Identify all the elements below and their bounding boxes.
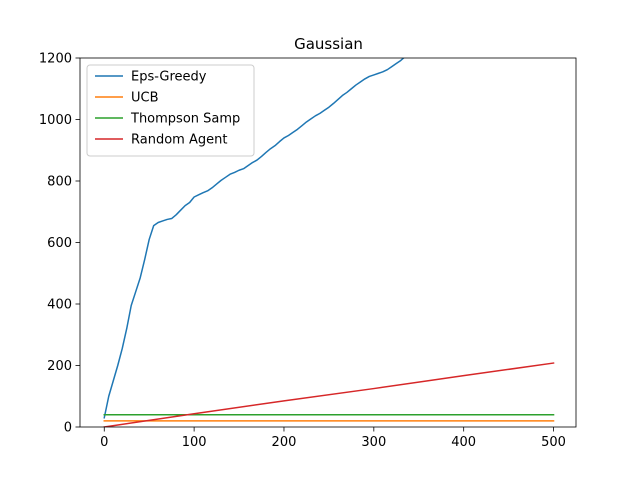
y-tick-label-1: 200 bbox=[47, 359, 72, 374]
legend-label-2: Thompson Samp bbox=[130, 112, 240, 127]
chart-title: Gaussian bbox=[294, 35, 363, 53]
series-layer bbox=[103, 58, 555, 427]
x-tick-label-2: 200 bbox=[272, 435, 297, 450]
legend-label-3: Random Agent bbox=[131, 133, 227, 148]
y-tick-label-0: 0 bbox=[64, 421, 72, 436]
legend: Eps-Greedy UCB Thompson Samp Random Agent bbox=[86, 64, 255, 157]
legend-label-0: Eps-Greedy bbox=[131, 70, 207, 85]
x-tick-label-5: 500 bbox=[541, 435, 566, 450]
legend-label-1: UCB bbox=[131, 91, 159, 106]
y-tick-label-6: 1200 bbox=[39, 52, 72, 67]
x-tick-label-3: 300 bbox=[361, 435, 386, 450]
y-tick-label-3: 600 bbox=[47, 236, 72, 251]
y-tick-label-2: 400 bbox=[47, 298, 72, 313]
x-tick-label-1: 100 bbox=[182, 435, 207, 450]
legend-box bbox=[86, 64, 255, 157]
x-tick-label-0: 0 bbox=[100, 435, 108, 450]
y-tick-label-4: 800 bbox=[47, 175, 72, 190]
x-tick-label-4: 400 bbox=[451, 435, 476, 450]
series-line-3 bbox=[103, 362, 555, 427]
series-line-0 bbox=[103, 58, 405, 419]
y-tick-label-5: 1000 bbox=[39, 113, 72, 128]
axes-layer: 0 100 200 300 400 500 0 200 400 600 800 1000 1200 bbox=[39, 52, 577, 450]
